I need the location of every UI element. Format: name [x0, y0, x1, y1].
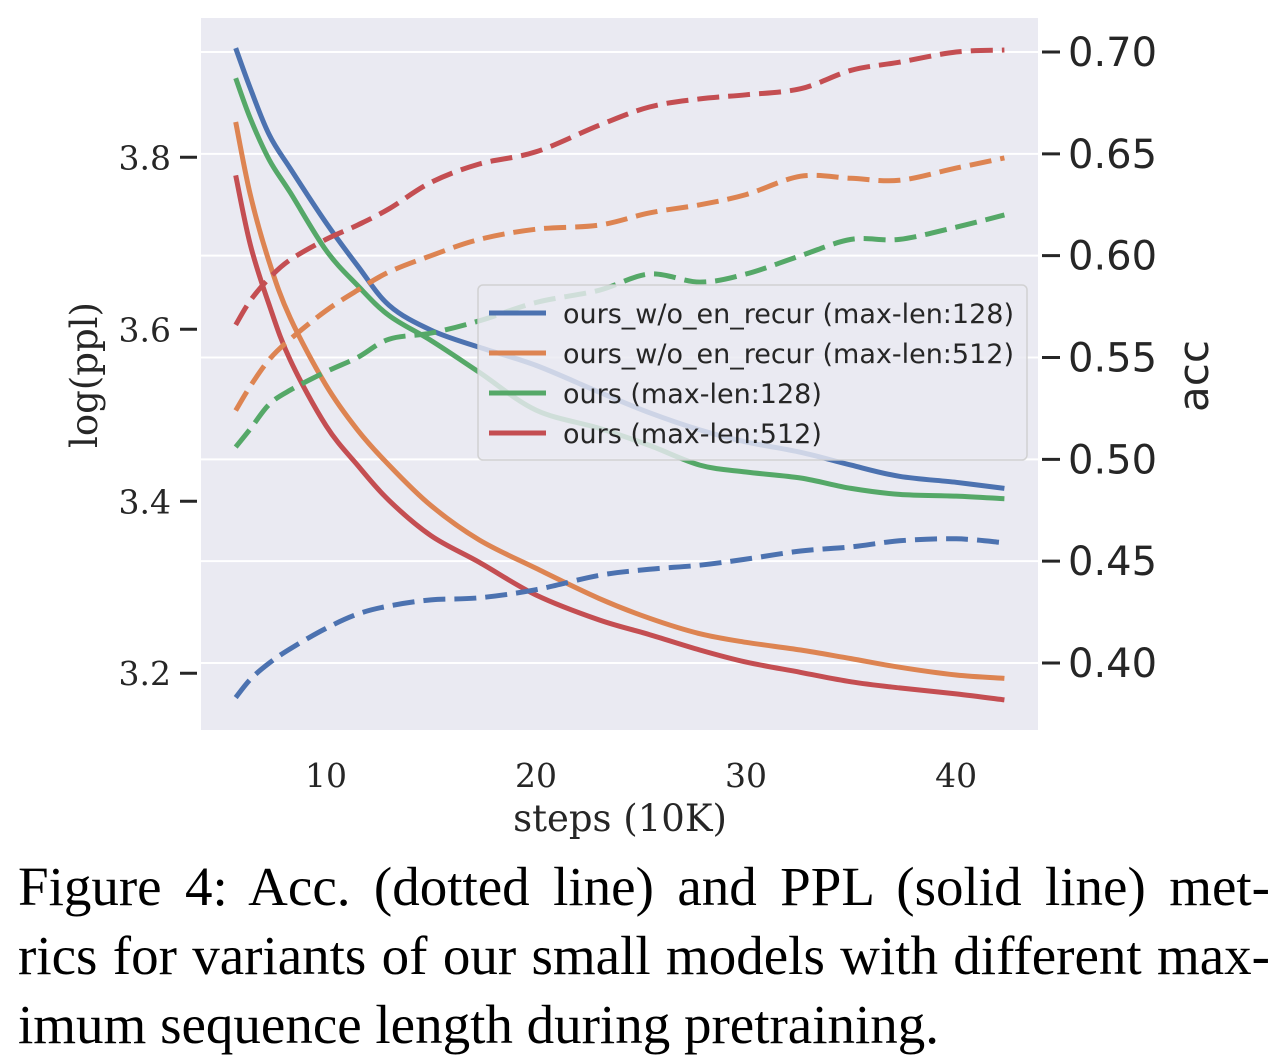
- right-y-axis-ticks: 0.40 0.45 0.50 0.55 0.60 0.65 0.70: [1042, 30, 1157, 687]
- legend-label: ours_w/o_en_recur (max-len:512): [563, 339, 1014, 370]
- right-y-axis-label: acc: [1169, 340, 1218, 412]
- right-y-tick-label: 0.60: [1068, 234, 1157, 280]
- dual-axis-line-chart: 3.2 3.4 3.6 3.8 0.40 0.45 0.50 0.55 0.60 0.65 0.7…: [63, 18, 1218, 840]
- legend-label: ours (max-len:128): [563, 379, 822, 410]
- figure-caption: Figure 4: Acc. (dotted line) and PPL (so…: [18, 852, 1270, 1059]
- x-tick-label: 40: [935, 756, 977, 795]
- legend-box: [477, 284, 1028, 461]
- caption-line-2: rics for variants of our small models wi…: [18, 925, 1270, 986]
- left-y-tick-label: 3.8: [119, 138, 171, 177]
- legend-entry-ours-max-len-128: ours (max-len:128): [489, 379, 822, 410]
- x-axis-label: steps (10K): [513, 797, 727, 840]
- legend-label: ours (max-len:512): [563, 419, 822, 450]
- x-tick-label: 20: [515, 756, 557, 795]
- right-y-tick-label: 0.50: [1068, 437, 1157, 483]
- left-y-tick-label: 3.4: [119, 482, 171, 521]
- left-y-tick-label: 3.6: [119, 310, 171, 349]
- legend-entry-ours-w-o-en-recur-max-len-128: ours_w/o_en_recur (max-len:128): [489, 299, 1014, 330]
- right-y-tick-label: 0.70: [1068, 30, 1157, 76]
- acc-line-ours-max-len-512: [233, 47, 1005, 327]
- legend-entry-ours-max-len-512: ours (max-len:512): [489, 419, 822, 450]
- caption-line-3: imum sequence length during pretraining.: [18, 994, 940, 1055]
- x-tick-label: 10: [305, 756, 347, 795]
- legend: ours_w/o_en_recur (max-len:128) ours_w/o_…: [477, 284, 1028, 461]
- left-y-tick-label: 3.2: [119, 654, 171, 693]
- acc-line-ours-w-o-en-recur-max-len-128: [233, 536, 1005, 700]
- right-y-tick-label: 0.40: [1068, 641, 1157, 687]
- right-y-tick-label: 0.65: [1068, 132, 1157, 178]
- log-ppl-line-ours-w-o-en-recur-max-len-512: [233, 121, 1005, 681]
- legend-label: ours_w/o_en_recur (max-len:128): [563, 299, 1014, 330]
- left-y-axis-ticks: 3.2 3.4 3.6 3.8: [119, 138, 197, 693]
- acc-line-ours-w-o-en-recur-max-len-512: [233, 155, 1005, 412]
- caption-line-1: Figure 4: Acc. (dotted line) and PPL (so…: [18, 856, 1270, 917]
- right-y-tick-label: 0.55: [1068, 336, 1157, 382]
- log-ppl-line-ours-max-len-512: [233, 174, 1005, 703]
- left-y-axis-label: log(ppl): [63, 302, 106, 448]
- legend-entry-ours-w-o-en-recur-max-len-512: ours_w/o_en_recur (max-len:512): [489, 339, 1014, 370]
- right-y-tick-label: 0.45: [1068, 539, 1157, 585]
- x-tick-label: 30: [725, 756, 767, 795]
- x-axis-ticks: 10 20 30 40: [305, 756, 977, 795]
